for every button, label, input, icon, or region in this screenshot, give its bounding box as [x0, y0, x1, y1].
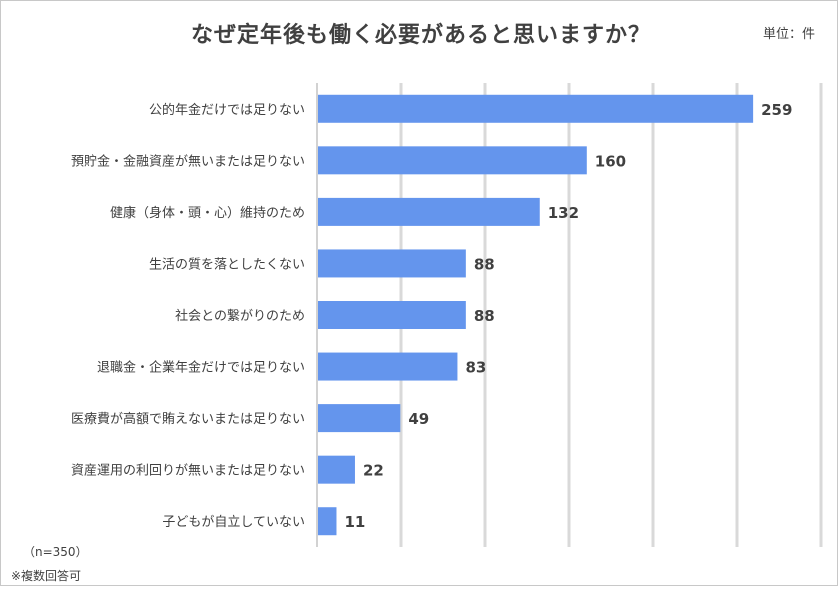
value-label: 11	[344, 513, 365, 531]
bar	[318, 404, 401, 433]
multiple-answer-note: ※複数回答可	[11, 569, 82, 583]
value-label: 259	[761, 101, 792, 119]
category-label: 健康（身体・頭・心）維持のため	[110, 205, 305, 221]
chart-title: なぜ定年後も働く必要があると思いますか？	[190, 23, 651, 48]
value-label: 22	[363, 462, 384, 480]
value-label: 132	[548, 204, 579, 222]
category-label: 退職金・企業年金だけでは足りない	[97, 360, 305, 376]
category-label: 預貯金・金融資産が無いまたは足りない	[71, 153, 305, 169]
bar	[318, 301, 466, 329]
category-label: 社会との繋がりのため	[175, 308, 305, 324]
category-label: 子どもが自立していない	[162, 515, 305, 530]
value-label: 49	[408, 410, 429, 428]
bar	[318, 146, 587, 175]
value-label: 160	[595, 152, 626, 170]
unit-label: 単位：件	[762, 27, 815, 42]
category-label: 生活の質を落としたくない	[149, 257, 305, 272]
bar	[318, 352, 458, 381]
value-label: 83	[465, 359, 486, 377]
sample-size-note: （n=350）	[23, 545, 88, 559]
value-label: 88	[474, 255, 495, 273]
bar	[318, 249, 466, 278]
bar	[318, 94, 754, 123]
value-label: 88	[474, 307, 495, 325]
bar	[318, 507, 337, 536]
category-label: 医療費が高額で賄えないまたは足りない	[71, 411, 305, 427]
category-label: 資産運用の利回りが無いまたは足りない	[71, 463, 305, 479]
bar	[318, 455, 355, 484]
bar	[318, 197, 540, 226]
category-label: 公的年金だけでは足りない	[149, 102, 305, 118]
